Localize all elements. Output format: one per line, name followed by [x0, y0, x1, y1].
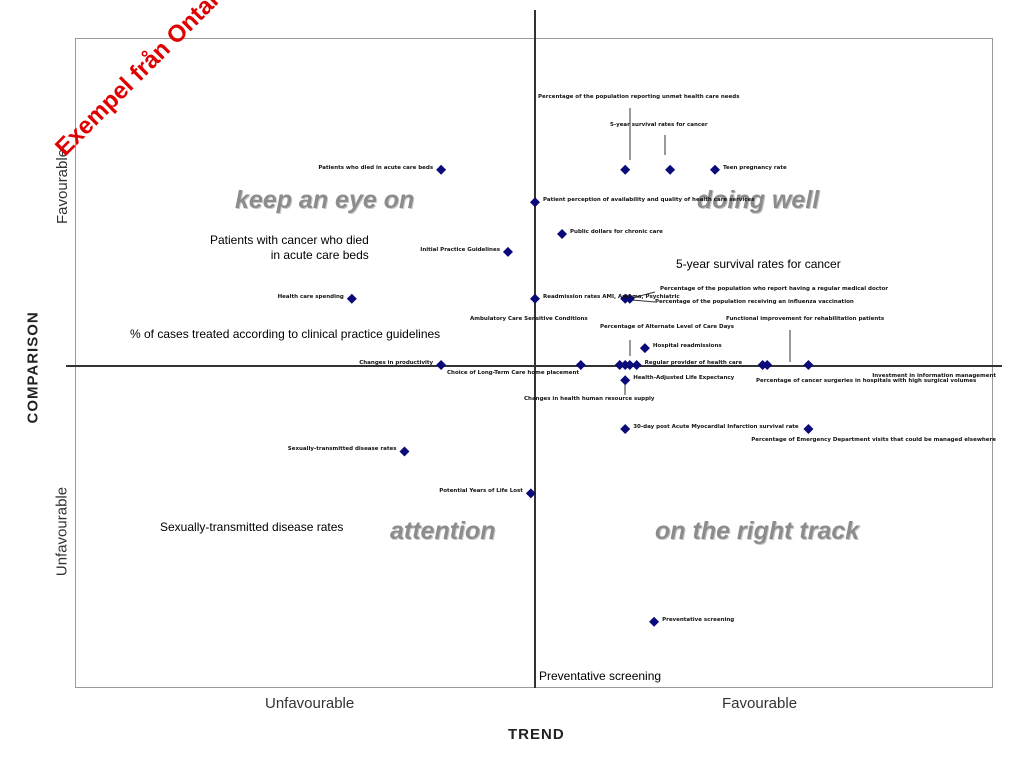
data-point-13 [575, 360, 586, 371]
data-point-20 [803, 360, 814, 371]
annotation-label-5: Percentage of Alternate Level of Care Da… [600, 324, 735, 330]
data-point-25 [525, 488, 536, 499]
data-point-23 [803, 424, 814, 435]
annotation-label-8: Percentage of cancer surgeries in hospit… [756, 378, 977, 384]
data-point-8 [530, 293, 540, 304]
data-point-10 [624, 293, 635, 304]
data-point-label-17: Regular provider of health care [644, 360, 743, 367]
quadrant-label-on-the-right-track: on the right track [655, 517, 860, 545]
data-point-22 [620, 424, 631, 435]
data-point-label-23: Percentage of Emergency Department visit… [751, 437, 996, 444]
data-point-11 [639, 343, 650, 354]
trend-axis-line [534, 10, 536, 688]
leader-line [631, 291, 656, 299]
callout-clinical-guidelines: % of cases treated according to clinical… [130, 327, 441, 342]
annotation-label-6: Choice of Long-Term Care home placement [447, 370, 580, 376]
data-point-label-22: 30-day post Acute Myocardial Infarction … [633, 424, 799, 431]
annotation-label-0: Percentage of the population reporting u… [538, 94, 740, 100]
data-point-12 [436, 360, 447, 371]
quadrant-label-doing-well: doing well [697, 186, 820, 214]
data-point-label-25: Potential Years of Life Lost [439, 488, 523, 495]
annotation-label-4: Functional improvement for rehabilitatio… [726, 316, 885, 322]
data-point-24 [399, 446, 410, 457]
annotation-label-2: Percentage of the population who report … [660, 286, 889, 292]
x-tick-unfavourable: Unfavourable [265, 695, 355, 712]
y-tick-unfavourable: Unfavourable [53, 486, 71, 577]
data-point-label-20: Investment in information management [872, 373, 996, 380]
quadrant-label-attention: attention [390, 517, 496, 545]
leader-line [631, 299, 656, 303]
data-point-label-4: Patient perception of availability and q… [543, 197, 755, 204]
data-point-17 [631, 360, 642, 371]
data-point-label-0: Patients who died in acute care beds [318, 164, 434, 171]
comparison-axis-line [66, 365, 1002, 367]
data-point-label-26: Preventative screening [662, 616, 735, 623]
data-point-26 [649, 616, 660, 627]
annotation-label-3: Percentage of the population receiving a… [655, 299, 854, 305]
data-point-label-3: Teen pregnancy rate [722, 164, 787, 171]
data-point-3 [709, 164, 720, 175]
data-point-5 [557, 229, 568, 240]
data-point-19 [762, 360, 773, 371]
data-point-label-24: Sexually-transmitted disease rates [287, 446, 397, 453]
annotation-label-1: 5-year survival rates for cancer [610, 122, 708, 128]
data-point-7 [346, 293, 357, 304]
data-point-4 [530, 197, 540, 208]
callout-died-in-acute-care: Patients with cancer who died in acute c… [210, 233, 369, 263]
data-point-label-7: Health care spending [277, 293, 344, 300]
x-tick-favourable: Favourable [722, 695, 798, 712]
callout-std-rates: Sexually-transmitted disease rates [160, 520, 344, 535]
data-point-label-8: Readmission rates AMI, Asthma, Psychiatr… [543, 293, 680, 300]
x-axis-title: TREND [508, 726, 565, 743]
callout-survival-rates: 5-year survival rates for cancer [676, 257, 841, 272]
data-point-21 [620, 375, 631, 386]
data-point-label-21: Health-Adjusted Life Expectancy [633, 375, 735, 382]
y-axis-title: COMPARISON [24, 311, 42, 424]
data-point-label-5: Public dollars for chronic care [570, 229, 663, 236]
data-point-0 [436, 164, 447, 175]
data-point-label-11: Hospital readmissions [652, 343, 722, 350]
annotation-label-9: Ambulatory Care Sensitive Conditions [470, 316, 588, 322]
annotation-label-7: Changes in health human resource supply [524, 396, 655, 402]
data-point-label-12: Changes in productivity [359, 360, 434, 367]
data-point-16 [624, 360, 635, 371]
data-point-label-6: Initial Practice Guidelines [420, 246, 500, 253]
data-point-14 [614, 360, 625, 371]
quadrant-label-keep-an-eye-on: keep an eye on [235, 186, 415, 214]
data-point-1 [620, 164, 631, 175]
callout-preventative-screening: Preventative screening [536, 669, 665, 684]
data-point-6 [502, 246, 513, 257]
data-point-2 [665, 164, 676, 175]
